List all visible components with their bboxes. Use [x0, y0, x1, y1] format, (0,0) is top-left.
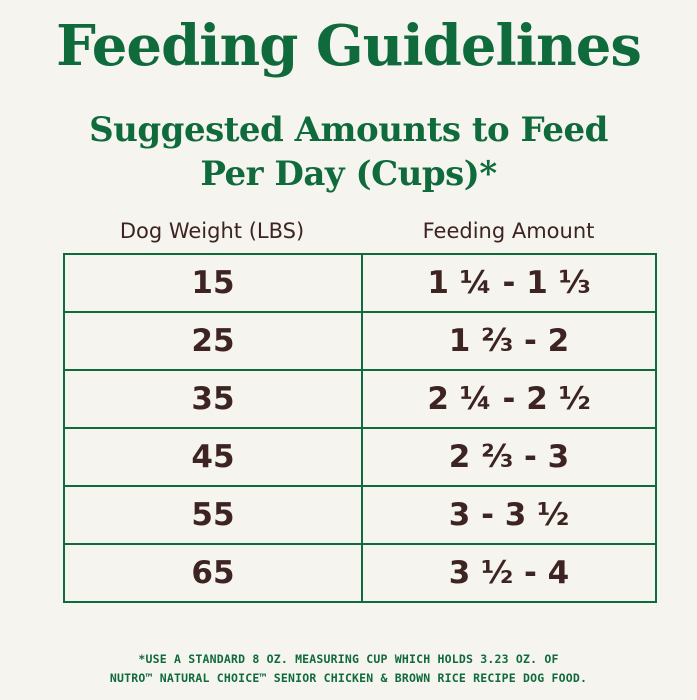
dog-weight-cell: 65: [63, 543, 363, 603]
dog-weight-cell: 45: [63, 427, 363, 487]
footnote: *USE A STANDARD 8 OZ. MEASURING CUP WHIC…: [0, 650, 697, 688]
footnote-line-2: NUTRO™ NATURAL CHOICE™ SENIOR CHICKEN & …: [109, 671, 588, 685]
feeding-amount-cell: 3 - 3 ½: [361, 485, 657, 545]
feeding-amount-cell: 2 ¼ - 2 ½: [361, 369, 657, 429]
table-row: 35 2 ¼ - 2 ½: [63, 369, 657, 429]
subtitle: Suggested Amounts to Feed Per Day (Cups)…: [0, 108, 697, 196]
page-title: Feeding Guidelines: [56, 13, 642, 79]
feeding-amount-cell: 3 ½ - 4: [361, 543, 657, 603]
column-header-dog-weight: Dog Weight (LBS): [119, 219, 305, 243]
dog-weight-cell: 55: [63, 485, 363, 545]
table-row: 55 3 - 3 ½: [63, 485, 657, 545]
table-row: 45 2 ⅔ - 3: [63, 427, 657, 487]
column-header-feeding-amount: Feeding Amount: [422, 219, 595, 243]
dog-weight-cell: 15: [63, 253, 363, 313]
feeding-amount-cell: 1 ¼ - 1 ⅓: [361, 253, 657, 313]
dog-weight-cell: 35: [63, 369, 363, 429]
table-row: 15 1 ¼ - 1 ⅓: [63, 253, 657, 313]
feeding-amount-cell: 1 ⅔ - 2: [361, 311, 657, 371]
footnote-line-1: *USE A STANDARD 8 OZ. MEASURING CUP WHIC…: [138, 652, 559, 666]
subtitle-line-2: Per Day (Cups)*: [200, 154, 497, 194]
table-row: 25 1 ⅔ - 2: [63, 311, 657, 371]
dog-weight-cell: 25: [63, 311, 363, 371]
subtitle-line-1: Suggested Amounts to Feed: [89, 110, 608, 150]
table-row: 65 3 ½ - 4: [63, 543, 657, 603]
feeding-amount-cell: 2 ⅔ - 3: [361, 427, 657, 487]
feeding-table: 15 1 ¼ - 1 ⅓ 25 1 ⅔ - 2 35 2 ¼ - 2 ½ 45 …: [63, 253, 657, 603]
